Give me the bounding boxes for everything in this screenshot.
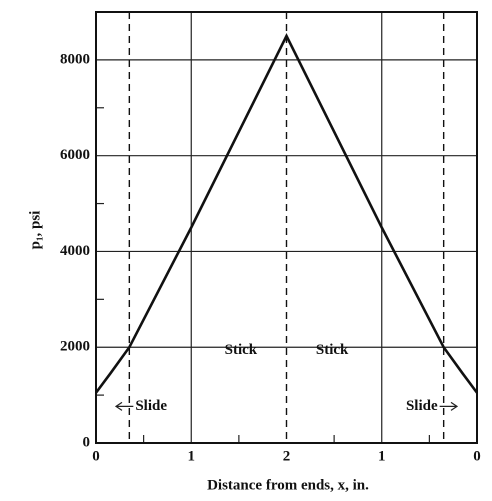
y-tick-label: 0: [83, 434, 91, 450]
annotation: Slide: [135, 398, 167, 414]
slide-arrow: [114, 401, 134, 411]
annotation: Slide: [406, 398, 438, 414]
x-tick-label: 0: [92, 448, 100, 464]
x-tick-label: 0: [473, 448, 481, 464]
x-tick-label: 1: [378, 448, 386, 464]
x-tick-label: 2: [283, 448, 291, 464]
slide-arrow: [439, 401, 459, 411]
data-line: [94, 33, 479, 394]
y-tick-label: 4000: [60, 243, 90, 259]
y-tick-label: 8000: [60, 51, 90, 67]
y-tick-label: 2000: [60, 339, 90, 355]
y-axis-label: p₁, psi: [27, 211, 43, 250]
x-axis-label: Distance from ends, x, in.: [207, 477, 369, 493]
plot-frame: [95, 11, 478, 444]
x-tick-label: 1: [188, 448, 196, 464]
annotation: Stick: [316, 342, 349, 358]
y-tick-label: 6000: [60, 147, 90, 163]
annotation: Stick: [225, 342, 258, 358]
